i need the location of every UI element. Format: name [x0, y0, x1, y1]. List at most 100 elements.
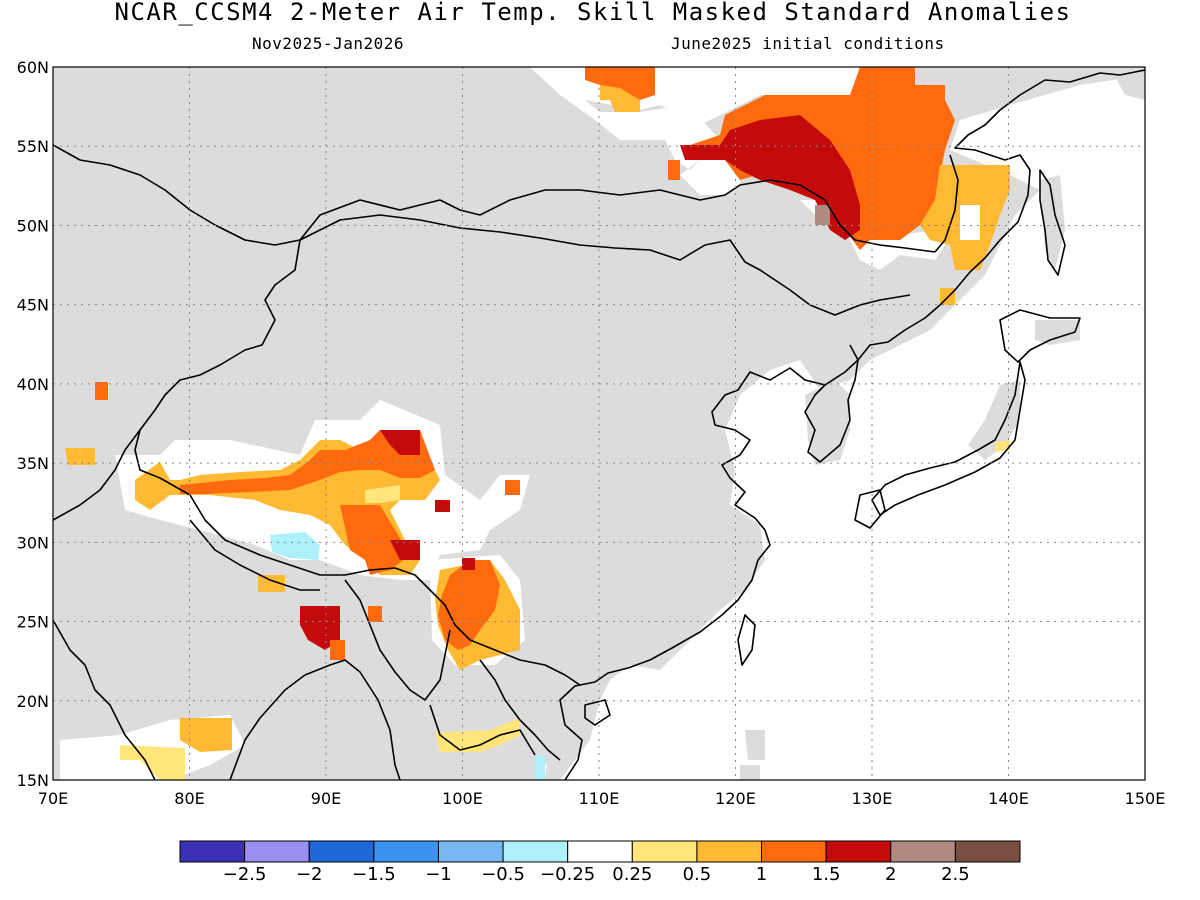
- coastline-asia-east: [559, 69, 1145, 780]
- latitude-tick-label: 15N: [17, 771, 49, 790]
- coastline-india-west: [53, 619, 156, 780]
- coastline-hainan: [584, 699, 611, 726]
- longitude-tick-labels: 70E 80E 90E 100E 110E 120E 130E 140E 150E: [38, 789, 1166, 808]
- anomaly-region-tibet-light-patch: [365, 485, 400, 503]
- colorbar-label: 2: [885, 864, 896, 885]
- colorbar-label: −2: [296, 864, 323, 885]
- anomaly-region-bengal-red: [300, 606, 340, 650]
- anomaly-region-manchuria-hole: [960, 205, 980, 240]
- coastline-bay-of-bengal: [229, 659, 401, 780]
- colorbar-label: 0.5: [683, 864, 712, 885]
- longitude-tick-label: 150E: [1125, 789, 1166, 808]
- longitude-tick-label: 100E: [442, 789, 483, 808]
- colorbar-label: −0.5: [481, 864, 525, 885]
- masked-japan-honshu: [968, 380, 1020, 460]
- border-china-south: [159, 477, 581, 686]
- latitude-tick-label: 50N: [17, 216, 49, 235]
- colorbar-swatch: [244, 840, 310, 863]
- colorbar-swatch: [373, 840, 439, 863]
- anomaly-region-tibet-south: [340, 505, 410, 575]
- latitude-tick-label: 25N: [17, 613, 49, 632]
- border-china-west: [134, 239, 301, 479]
- colorbar-label: 1: [756, 864, 767, 885]
- anomaly-region-south-tibet-cool: [270, 532, 320, 560]
- map-title: NCAR_CCSM4 2-Meter Air Temp. Skill Maske…: [114, 0, 1072, 26]
- colorbar: [179, 840, 1021, 863]
- anomaly-region-nepal-warm: [258, 575, 285, 592]
- colorbar-swatch: [954, 840, 1021, 863]
- latitude-tick-label: 55N: [17, 137, 49, 156]
- coastline-japan-honshu: [871, 361, 1026, 516]
- border-mongolia-russia: [299, 179, 936, 253]
- colorbar-swatch: [437, 840, 504, 863]
- latitude-tick-label: 35N: [17, 454, 49, 473]
- anomaly-region-tibet-core-red: [390, 500, 450, 560]
- latitude-tick-labels: 15N 20N 25N 30N 35N 40N 45N 50N 55N 60N: [17, 58, 49, 790]
- forecast-period: Nov2025-Jan2026: [252, 34, 404, 53]
- anomaly-region-indochina-light: [435, 718, 520, 752]
- anomaly-region-japan-warm: [995, 440, 1010, 452]
- border-china-mongolia: [299, 214, 911, 316]
- colorbar-labels: −2.5 −2 −1.5 −1 −0.5 −0.25 0.25 0.5 1 1.5 2 2.5: [223, 864, 970, 885]
- colorbar-swatch: [567, 840, 633, 863]
- latitude-tick-label: 20N: [17, 692, 49, 711]
- longitude-tick-label: 110E: [579, 789, 620, 808]
- anomaly-region-amur-core-dark: [815, 205, 830, 225]
- longitude-tick-label: 130E: [852, 789, 893, 808]
- colorbar-swatch: [761, 840, 827, 863]
- anomaly-region-kashmir-warm: [65, 448, 170, 500]
- colorbar-label: −1: [425, 864, 452, 885]
- coastlines: [53, 69, 1145, 780]
- masked-korea: [805, 380, 850, 465]
- coastline-indochina-west: [429, 704, 536, 756]
- coastline-japan-hokkaido: [999, 309, 1081, 363]
- latitude-tick-label: 60N: [17, 58, 49, 77]
- colorbar-swatch: [696, 840, 763, 863]
- border-india-pakistan: [53, 429, 141, 521]
- anomaly-region-siberia-light: [600, 85, 640, 112]
- anomaly-region-siberia-warm: [585, 67, 655, 100]
- anomaly-region-tibet-strong: [180, 430, 435, 494]
- masked-indochina-east: [545, 690, 600, 780]
- border-laos-vietnam: [479, 659, 561, 761]
- anomaly-region-india-warm: [180, 718, 232, 752]
- anomaly-region-sichuan-warm: [505, 480, 520, 495]
- border-china-russia-east: [934, 154, 959, 253]
- colorbar-swatch: [825, 840, 892, 863]
- anomaly-region-small-warm-west: [668, 160, 680, 180]
- colorbar-label: 1.5: [812, 864, 841, 885]
- masked-japan-north: [1035, 320, 1080, 345]
- latitude-tick-label: 40N: [17, 375, 49, 394]
- longitude-tick-label: 80E: [174, 789, 204, 808]
- coastline-taiwan: [737, 614, 756, 666]
- near-normal-halo-north: [530, 67, 740, 195]
- colorbar-swatch: [631, 840, 698, 863]
- anomaly-region-india-light: [120, 745, 185, 780]
- grid-lines: [53, 67, 1145, 780]
- latitude-tick-label: 30N: [17, 533, 49, 552]
- longitude-tick-label: 90E: [311, 789, 341, 808]
- initial-conditions: June2025 initial conditions: [671, 34, 945, 53]
- colorbar-label: 2.5: [941, 864, 970, 885]
- plot-frame: [52, 66, 1146, 781]
- anomaly-region-yunnan-red: [462, 558, 475, 570]
- longitude-tick-label: 140E: [988, 789, 1029, 808]
- colorbar-swatch: [890, 840, 956, 863]
- colorbar-label: −0.25: [540, 864, 595, 885]
- latitude-tick-label: 45N: [17, 296, 49, 315]
- colorbar-label: 0.25: [612, 864, 652, 885]
- coastline-korea: [804, 344, 859, 463]
- coastline-sakhalin: [1039, 169, 1066, 276]
- coastline-kyushu: [854, 489, 886, 529]
- longitude-tick-label: 120E: [715, 789, 756, 808]
- anomaly-region-indochina-cool: [535, 755, 545, 780]
- anomaly-region-bengal-orange: [330, 606, 382, 660]
- colorbar-label: −2.5: [223, 864, 267, 885]
- longitude-tick-label: 70E: [38, 789, 68, 808]
- border-kazakhstan-russia: [53, 144, 301, 246]
- colorbar-swatch: [502, 840, 569, 863]
- colorbar-swatch: [179, 840, 246, 863]
- border-nepal-india: [189, 519, 320, 591]
- border-myanmar: [344, 579, 451, 701]
